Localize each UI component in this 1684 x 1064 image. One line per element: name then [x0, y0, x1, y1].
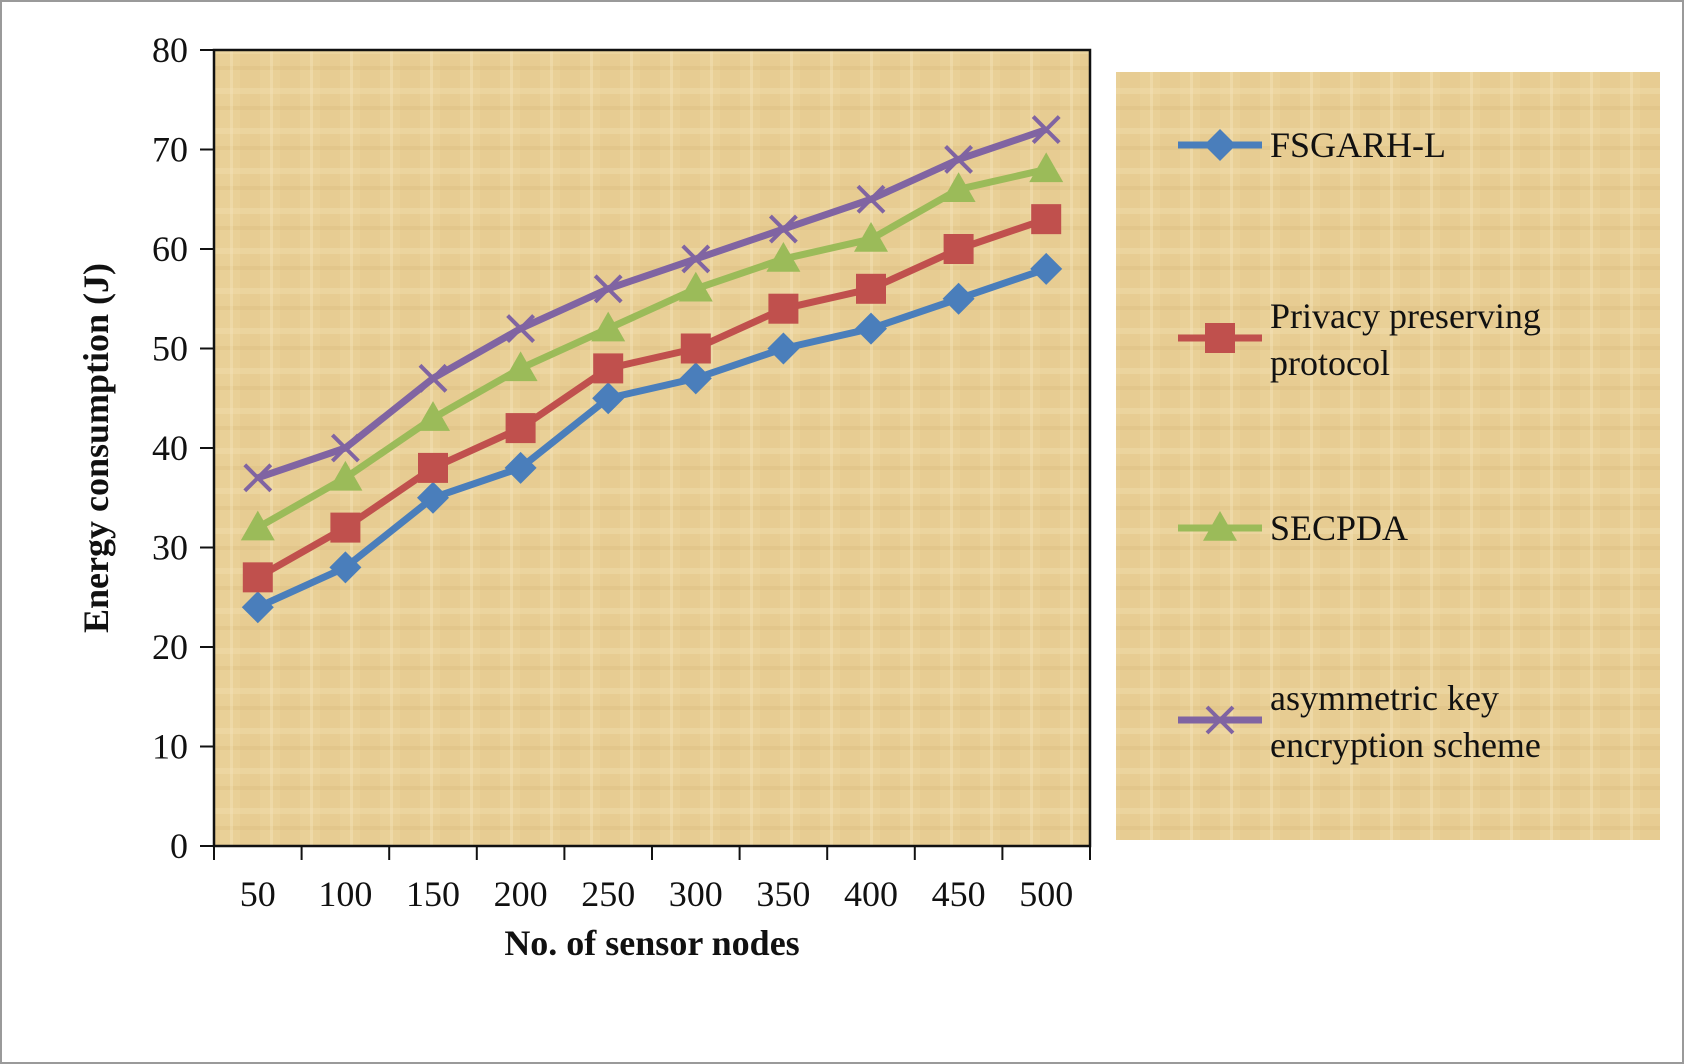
data-point: [766, 241, 801, 272]
series-line: [256, 265, 1048, 611]
y-tick-label: 70: [152, 130, 188, 170]
series-line: [256, 215, 1048, 581]
data-point: [855, 312, 887, 345]
plot-area: [214, 50, 1090, 846]
x-tick-label: 400: [844, 874, 898, 914]
data-point: [329, 551, 362, 584]
data-point: [678, 271, 713, 302]
data-point: [242, 562, 273, 593]
legend-label: FSGARH-L: [1270, 125, 1446, 165]
data-point: [681, 244, 711, 274]
data-point: [330, 512, 361, 543]
data-point: [767, 332, 800, 365]
data-point: [1031, 115, 1061, 145]
data-point: [240, 510, 275, 541]
legend-marker: [1204, 129, 1236, 161]
legend-label: encryption scheme: [1270, 725, 1541, 765]
data-point: [856, 273, 886, 304]
legend-label: SECPDA: [1270, 508, 1408, 548]
y-tick-label: 10: [152, 727, 188, 767]
y-tick-label: 60: [152, 229, 188, 269]
series-3: [240, 152, 1064, 541]
data-point: [505, 413, 536, 444]
data-point: [856, 184, 886, 214]
legend-marker: [1203, 511, 1237, 541]
data-point: [592, 382, 625, 415]
data-point: [679, 362, 712, 395]
data-point: [418, 452, 448, 483]
y-tick-label: 20: [152, 627, 188, 667]
legend-marker: [1205, 323, 1235, 353]
series-line: [256, 126, 1048, 482]
data-point: [504, 451, 537, 484]
data-point: [417, 481, 449, 514]
x-tick-label: 250: [581, 874, 635, 914]
data-point: [854, 222, 888, 252]
data-point: [768, 214, 798, 244]
data-point: [418, 363, 448, 393]
legend: FSGARH-L Privacy preserving protocol SECPDA…: [1178, 125, 1541, 765]
data-point: [506, 314, 536, 344]
y-tick-label: 40: [152, 428, 188, 468]
data-point: [1029, 152, 1064, 183]
y-tick-label: 50: [152, 329, 188, 369]
data-point: [593, 353, 624, 384]
data-point: [328, 460, 363, 491]
series-1: [241, 252, 1063, 624]
x-tick-label: 500: [1019, 874, 1073, 914]
x-tick-label: 50: [240, 874, 276, 914]
data-point: [243, 463, 273, 493]
data-point: [943, 234, 974, 264]
data-point: [942, 282, 975, 315]
x-tick-label: 450: [932, 874, 986, 914]
x-tick-label: 100: [318, 874, 372, 914]
legend-label: protocol: [1270, 343, 1390, 383]
legend-entry: Privacy preserving protocol: [1178, 296, 1541, 383]
y-tick-label: 30: [152, 528, 188, 568]
series-layer: [240, 115, 1064, 624]
y-tick-label: 0: [170, 826, 188, 866]
x-tick-label: 150: [406, 874, 460, 914]
legend-label: Privacy preserving: [1270, 296, 1541, 336]
series-line: [256, 165, 1047, 531]
legend-entry: asymmetric key encryption scheme: [1178, 678, 1541, 765]
y-axis-title: Energy consumption (J): [76, 263, 116, 633]
data-point: [1031, 204, 1062, 235]
legend-entry: SECPDA: [1178, 508, 1408, 548]
data-point: [768, 293, 799, 324]
data-point: [330, 433, 360, 463]
legend-entry: FSGARH-L: [1178, 125, 1446, 165]
y-tick-label: 80: [152, 30, 188, 70]
data-point: [593, 274, 623, 304]
legend-label: asymmetric key: [1270, 678, 1499, 718]
x-axis: 50 100 150 200 250 300 350 400 450 500: [213, 846, 1091, 914]
data-point: [944, 145, 974, 174]
data-point: [416, 401, 450, 431]
series-2: [242, 204, 1062, 593]
y-axis: 0 10 20 30 40 50 60 70 80: [152, 30, 214, 866]
data-point: [1030, 252, 1063, 285]
x-tick-label: 200: [494, 874, 548, 914]
legend-marker: [1205, 705, 1235, 735]
data-point: [503, 351, 538, 382]
data-point: [680, 333, 711, 364]
data-point: [241, 591, 274, 624]
series-4: [243, 115, 1061, 493]
x-tick-label: 350: [756, 874, 810, 914]
data-point: [941, 172, 976, 203]
x-tick-label: 300: [669, 874, 723, 914]
data-point: [591, 311, 626, 342]
legend-box: [1116, 72, 1660, 840]
x-axis-title: No. of sensor nodes: [504, 923, 799, 963]
